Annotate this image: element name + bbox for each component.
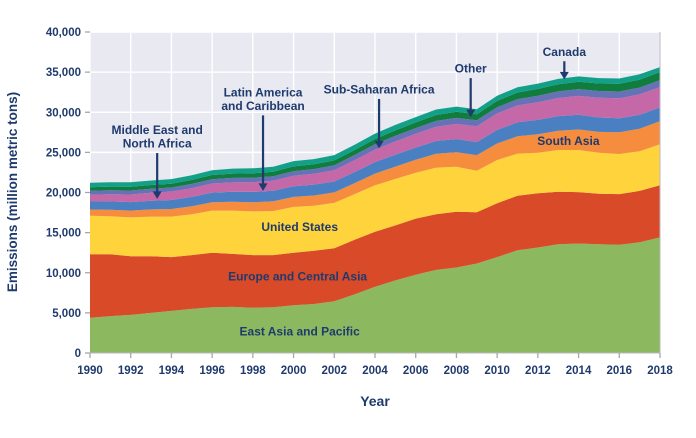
y-axis-title: Emissions (million metric tons) [5,92,20,292]
x-tick-label: 2004 [362,365,388,377]
y-tick-label: 35,000 [46,67,81,79]
y-tick-label: 30,000 [46,107,81,119]
area-other [90,72,660,191]
annotation-text: Canada [543,45,587,59]
x-tick-label: 2002 [321,365,347,377]
annotation-text: Other [455,62,487,76]
annotation-canada: Canada [543,45,587,80]
area-label-south-asia: South Asia [537,134,600,148]
area-label-united-states: United States [261,220,338,234]
y-tick-label: 10,000 [46,268,81,280]
x-tick-label: 2008 [444,365,470,377]
x-axis-title: Year [360,393,390,409]
area-label-europe-and-central-asia: Europe and Central Asia [228,269,367,283]
x-tick-label: 2018 [647,365,673,377]
annotation-arrow-head [258,183,268,191]
y-tick-label: 0 [75,348,81,360]
annotation-text: and Caribbean [221,99,304,113]
area-sub-saharan-africa [90,80,660,195]
annotation-other: Other [455,62,487,118]
area-label-east-asia-and-pacific: East Asia and Pacific [240,325,361,339]
area-south-asia [90,121,660,218]
annotation-arrow-head [152,191,162,199]
stacked-areas [90,67,660,353]
annotation-text: Sub-Saharan Africa [324,82,435,96]
x-tick-label: 1990 [77,365,103,377]
annotation-arrow-head [559,71,569,80]
y-tick-label: 25,000 [46,147,81,159]
annotation-sub-saharan-africa: Sub-Saharan Africa [324,82,435,149]
area-middle-east-and-north-africa [90,87,660,203]
x-tick-label: 2012 [525,365,551,377]
annotation-arrow-head [466,109,476,118]
x-tick-label: 2000 [281,365,307,377]
area-latin-america-and-caribbean [90,107,660,211]
annotation-text: Latin America [224,85,303,99]
y-tick-label: 40,000 [46,27,81,39]
x-tick-label: 2014 [566,365,592,377]
x-tick-label: 2016 [606,365,632,377]
x-tick-label: 1992 [118,365,144,377]
y-tick-label: 5,000 [52,308,81,320]
tick-labels: 1990 1992 1994 1996 1998 2000 2002 2004 2006 2008… [46,27,674,377]
x-tick-label: 1994 [159,365,185,377]
area-east-asia-and-pacific [90,237,660,353]
y-tick-label: 15,000 [46,228,81,240]
x-tick-label: 2010 [484,365,510,377]
y-tick-label: 20,000 [46,188,81,200]
x-tick-label: 1998 [240,365,266,377]
annotation-arrow-head [374,140,384,149]
area-europe-and-central-asia [90,185,660,318]
annotation-text: Middle East and [111,123,202,137]
area-united-states [90,144,660,258]
x-tick-label: 1996 [199,365,225,377]
annotation-text: North Africa [123,137,192,151]
x-tick-label: 2006 [403,365,429,377]
tick-marks [85,31,661,358]
area-canada [90,67,660,188]
